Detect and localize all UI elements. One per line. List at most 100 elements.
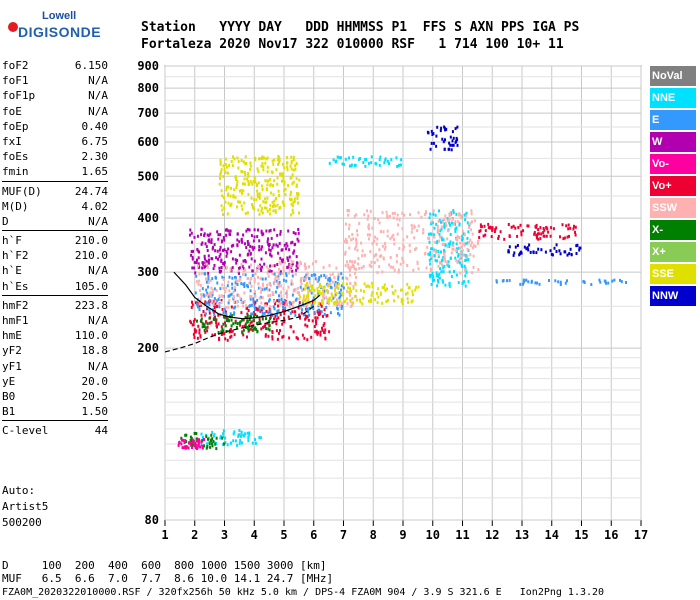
echo-point bbox=[197, 442, 200, 446]
echo-point bbox=[222, 432, 225, 436]
echo-point bbox=[437, 250, 440, 253]
echo-point bbox=[198, 304, 201, 308]
echo-point bbox=[242, 233, 245, 237]
param-row: M(D) 4.02 bbox=[2, 199, 108, 214]
echo-point bbox=[536, 281, 538, 285]
echo-point bbox=[407, 300, 410, 304]
echo-point bbox=[207, 271, 210, 275]
echo-point bbox=[291, 208, 294, 212]
echo-point bbox=[266, 302, 269, 306]
echo-point bbox=[340, 291, 343, 295]
echo-point bbox=[219, 233, 222, 237]
param-name: hmF2 bbox=[2, 298, 29, 312]
echo-point bbox=[227, 301, 230, 305]
echo-point bbox=[487, 222, 490, 226]
echo-point bbox=[381, 270, 384, 274]
echo-point bbox=[327, 300, 330, 304]
echo-point bbox=[328, 277, 331, 280]
echo-point bbox=[226, 212, 229, 216]
echo-point bbox=[320, 292, 323, 296]
echo-point bbox=[358, 222, 361, 225]
echo-point bbox=[410, 230, 413, 234]
echo-point bbox=[268, 208, 271, 211]
echo-point bbox=[548, 279, 550, 282]
echo-point bbox=[478, 230, 481, 233]
echo-point bbox=[296, 197, 299, 200]
echo-point bbox=[406, 235, 409, 239]
echo-point bbox=[248, 318, 251, 322]
echo-point bbox=[283, 166, 286, 170]
echo-point bbox=[302, 296, 305, 300]
echo-point bbox=[460, 245, 463, 249]
param-row: B0 20.5 bbox=[2, 389, 108, 404]
echo-point bbox=[191, 323, 194, 327]
echo-point bbox=[290, 159, 293, 163]
echo-point bbox=[203, 257, 206, 261]
echo-point bbox=[440, 220, 442, 224]
echo-point bbox=[278, 158, 281, 162]
echo-point bbox=[396, 232, 399, 236]
echo-point bbox=[247, 172, 250, 175]
echo-point bbox=[261, 155, 264, 159]
echo-point bbox=[240, 282, 243, 286]
echo-point bbox=[340, 288, 342, 292]
echo-point bbox=[239, 320, 242, 324]
echo-point bbox=[241, 325, 244, 329]
echo-point bbox=[256, 195, 259, 199]
echo-point bbox=[442, 238, 445, 242]
echo-point bbox=[384, 288, 387, 292]
echo-point bbox=[359, 300, 362, 304]
echo-point bbox=[258, 305, 261, 309]
echo-point bbox=[328, 296, 331, 300]
echo-point bbox=[211, 257, 214, 261]
echo-point bbox=[414, 247, 416, 251]
echo-point bbox=[190, 231, 193, 235]
echo-point bbox=[314, 294, 317, 298]
echo-point bbox=[291, 304, 294, 308]
echo-point bbox=[291, 310, 294, 314]
echo-point bbox=[598, 278, 601, 282]
echo-point bbox=[212, 317, 215, 321]
echo-point bbox=[471, 220, 473, 224]
echo-point bbox=[454, 220, 457, 223]
echo-point bbox=[397, 223, 400, 227]
echo-point bbox=[352, 155, 355, 159]
echo-point bbox=[263, 156, 265, 160]
echo-point bbox=[253, 291, 256, 295]
echo-point bbox=[218, 248, 221, 252]
echo-point bbox=[246, 312, 249, 316]
echo-point bbox=[279, 329, 281, 333]
echo-point bbox=[240, 311, 243, 315]
echo-point bbox=[287, 229, 290, 233]
echo-point bbox=[230, 305, 233, 309]
echo-point bbox=[203, 329, 206, 332]
y-tick-label: 400 bbox=[137, 211, 159, 225]
echo-point bbox=[454, 256, 457, 260]
echo-point bbox=[356, 229, 358, 233]
echo-point bbox=[239, 275, 242, 279]
echo-point bbox=[193, 260, 196, 264]
echo-point bbox=[441, 137, 444, 141]
echo-point bbox=[220, 269, 223, 273]
echo-point bbox=[252, 300, 255, 304]
echo-point bbox=[194, 291, 197, 295]
header-values: Fortaleza 2020 Nov17 322 010000 RSF 1 71… bbox=[141, 37, 564, 52]
echo-point bbox=[309, 288, 312, 292]
y-tick-label: 700 bbox=[137, 106, 159, 120]
echo-point bbox=[196, 258, 198, 262]
x-tick-label: 8 bbox=[370, 528, 377, 542]
echo-point bbox=[201, 287, 204, 291]
echo-point bbox=[222, 196, 225, 200]
echo-point bbox=[206, 249, 209, 252]
echo-point bbox=[325, 296, 328, 300]
echo-point bbox=[208, 308, 211, 312]
echo-point bbox=[276, 313, 278, 317]
echo-point bbox=[212, 302, 215, 306]
echo-point bbox=[274, 290, 277, 294]
echo-point bbox=[268, 229, 271, 233]
echo-point bbox=[525, 247, 528, 251]
echo-point bbox=[433, 278, 436, 282]
echo-point bbox=[338, 291, 341, 295]
echo-point bbox=[189, 435, 192, 439]
echo-point bbox=[339, 156, 342, 160]
